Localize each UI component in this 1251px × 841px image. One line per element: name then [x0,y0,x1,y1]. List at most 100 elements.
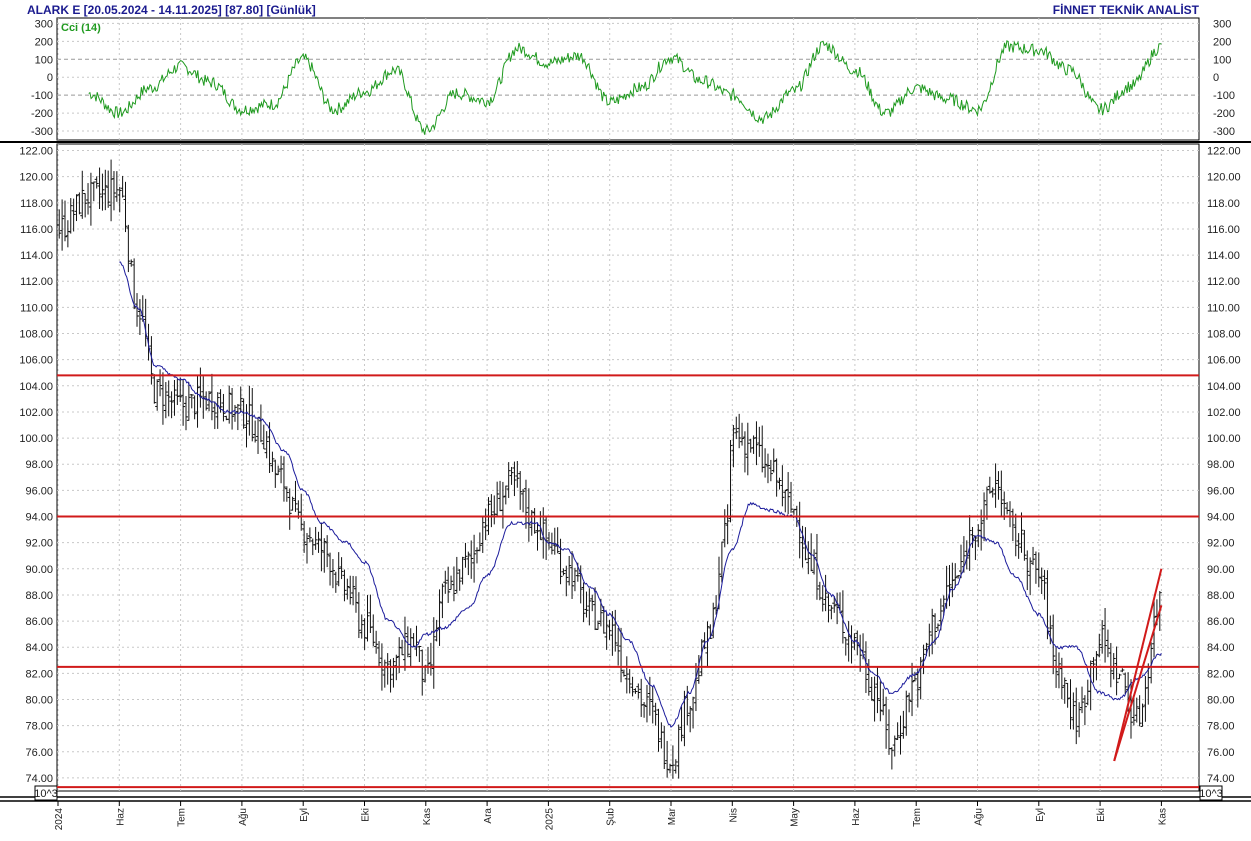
price-bar [469,540,474,579]
price-bar [526,488,531,542]
price-bar [325,535,330,568]
price-bar [365,595,370,642]
cci-ytick-right: 200 [1213,36,1231,48]
price-bar [480,517,485,553]
cci-series [88,40,1162,135]
price-ytick-left: 88.00 [25,590,53,602]
price-bar [630,676,635,697]
price-bar [627,669,632,694]
x-tick-label: Kas [422,808,433,825]
price-bar [1002,491,1007,520]
price-bar [1097,633,1102,658]
x-tick-label: Ağu [974,808,985,826]
price-bar [789,481,794,513]
price-ytick-left: 98.00 [25,459,53,471]
price-ytick-left: 80.00 [25,695,53,707]
price-bar [135,293,140,327]
price-bar [869,677,874,701]
cci-ytick-left: 100 [35,54,53,66]
price-bar [287,488,292,530]
price-bar [1091,657,1096,683]
price-bar [1123,672,1128,695]
price-bar [495,481,500,517]
price-bar [227,385,232,424]
moving-average-line [119,261,1162,728]
price-bar [273,459,278,488]
price-ytick-right: 122.00 [1207,146,1241,158]
price-bar [1134,697,1139,723]
cci-ytick-right: 0 [1213,72,1219,84]
price-ytick-left: 112.00 [20,276,53,288]
price-bar [1013,513,1018,557]
price-bar [293,480,298,512]
price-bar [1140,703,1145,727]
price-bar [751,435,756,454]
price-bar [570,551,575,599]
price-bar [299,493,304,531]
price-panel-frame [56,143,1200,792]
price-bar [189,394,194,409]
cci-ytick-left: -200 [31,108,53,120]
price-bar [584,591,589,618]
price-bar [114,171,119,202]
price-ytick-left: 84.00 [25,642,53,654]
price-ytick-left: 94.00 [25,512,53,524]
price-bar [212,401,217,430]
price-bar [169,391,174,419]
price-bar [561,568,566,576]
price-bar [68,198,73,234]
cci-line [88,40,1162,135]
price-bar [956,575,961,579]
price-bar [875,667,880,714]
price-bar [483,508,488,541]
price-bar [86,183,91,215]
price-bar [647,676,652,716]
price-bar [345,578,350,600]
price-bar [515,460,520,488]
price-bar [103,169,108,211]
price-bar [624,656,629,694]
cci-ytick-right: 100 [1213,54,1231,66]
price-bar [771,448,776,473]
price-bar [1042,569,1047,600]
price-bar [1065,682,1070,708]
price-bar [402,616,407,671]
price-bar [330,559,335,589]
price-ytick-left: 110.00 [20,302,53,314]
price-ytick-left: 96.00 [25,485,53,497]
price-bar [829,605,834,620]
price-bar [532,508,537,534]
price-bar [702,632,707,650]
price-bar [1019,512,1024,553]
price-bar [691,696,696,729]
price-bar [590,594,595,612]
x-tick-label: May [790,808,801,827]
price-bar [777,477,782,490]
price-bar [1031,546,1036,566]
price-bar [172,380,177,416]
price-bar [1077,702,1082,738]
price-bar [261,424,266,450]
price-ytick-left: 100.00 [19,433,53,445]
price-bar [1074,687,1079,745]
price-bar [745,422,750,476]
price-ytick-right: 116.00 [1207,224,1240,236]
price-bar [636,683,641,699]
price-bar [725,504,730,545]
price-bar [198,367,203,408]
price-bar [765,453,770,484]
price-bar [158,369,163,397]
price-bar [832,596,837,613]
price-bar [62,200,67,242]
price-bar [307,527,312,543]
price-bar [872,676,877,722]
price-bar [100,173,105,211]
price-bar [477,532,482,552]
price-bar [253,420,258,443]
price-ytick-right: 108.00 [1207,329,1241,341]
price-bar [806,541,811,575]
x-tick-label: Şub [606,808,617,826]
price-bar [509,466,514,485]
price-bar [774,458,779,497]
price-ytick-right: 118.00 [1207,198,1240,210]
